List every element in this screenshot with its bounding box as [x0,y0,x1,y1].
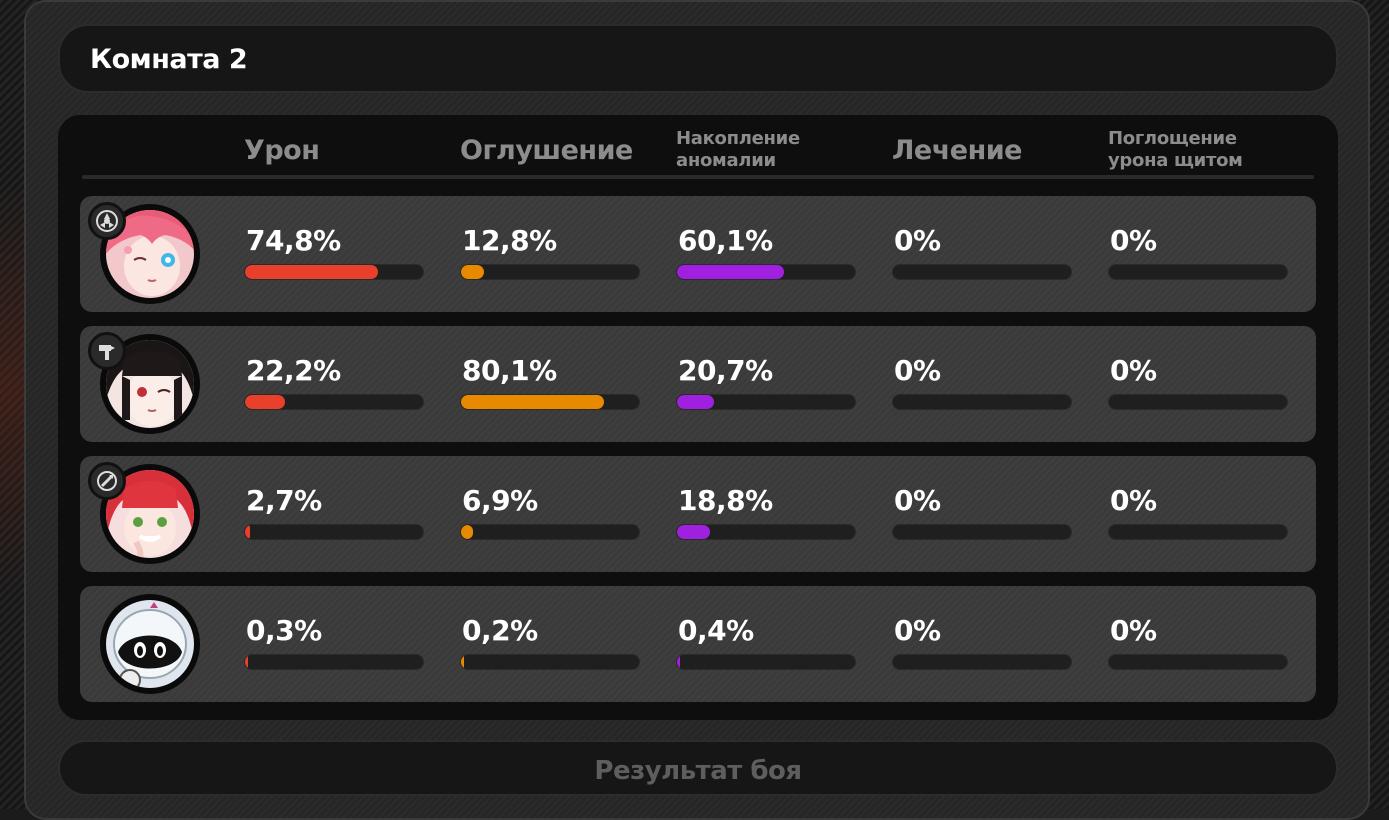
column-header-shield-line1: Поглощение [1108,128,1237,149]
stun-cell: 6,9% [460,456,640,572]
healing-cell: 0% [892,326,1072,442]
stun-bar-fill [461,265,484,279]
shield-bar [1108,524,1288,540]
anomaly-cell: 0,4% [676,586,856,702]
shield-bar [1108,264,1288,280]
anomaly-cell: 20,7% [676,326,856,442]
damage-bar-fill [245,265,379,279]
damage-bar [244,524,424,540]
healing-percent: 0% [894,224,941,257]
stun-percent: 80,1% [462,354,557,387]
shield-percent: 0% [1110,224,1157,257]
healing-cell: 0% [892,456,1072,572]
anomaly-percent: 20,7% [678,354,773,387]
anomaly-bar [676,394,856,410]
table-row: 2,7% 6,9% 18,8% 0% 0% [80,456,1316,572]
shield-bar [1108,654,1288,670]
anomaly-bar [676,264,856,280]
anomaly-bar-fill [677,655,680,669]
damage-bar [244,654,424,670]
support-role-icon [88,462,126,500]
healing-bar [892,264,1072,280]
column-header-shield-line2: урона щитом [1108,150,1243,171]
anomaly-cell: 18,8% [676,456,856,572]
table-row: 0,3% 0,2% 0,4% 0% 0% [80,586,1316,702]
column-header-anomaly-line2: аномалии [676,150,776,171]
column-header-damage: Урон [244,135,320,166]
table-header: Урон Оглушение Накопление аномалии Лечен… [58,115,1338,179]
anomaly-percent: 0,4% [678,614,754,647]
column-header-anomaly-line1: Накопление [676,128,800,149]
healing-bar [892,524,1072,540]
stun-percent: 0,2% [462,614,538,647]
damage-percent: 0,3% [246,614,322,647]
stats-table: Урон Оглушение Накопление аномалии Лечен… [58,115,1338,720]
healing-percent: 0% [894,484,941,517]
stun-bar [460,524,640,540]
damage-cell: 2,7% [244,456,424,572]
title-bar: Комната 2 [58,24,1338,93]
shield-bar [1108,394,1288,410]
healing-cell: 0% [892,586,1072,702]
stun-percent: 6,9% [462,484,538,517]
column-header-shield: Поглощение урона щитом [1108,128,1243,172]
shield-percent: 0% [1110,484,1157,517]
shield-cell: 0% [1108,326,1288,442]
anomaly-bar-fill [677,395,714,409]
stun-bar [460,264,640,280]
shield-cell: 0% [1108,196,1288,312]
stun-bar [460,654,640,670]
healing-percent: 0% [894,354,941,387]
stun-bar-fill [461,655,464,669]
healing-percent: 0% [894,614,941,647]
healing-bar [892,394,1072,410]
column-header-healing: Лечение [892,135,1022,166]
stun-cell: 80,1% [460,326,640,442]
damage-bar-fill [245,655,248,669]
stun-bar-fill [461,395,604,409]
table-row: 22,2% 80,1% 20,7% 0% 0% [80,326,1316,442]
stun-cell: 12,8% [460,196,640,312]
damage-cell: 0,3% [244,586,424,702]
shield-percent: 0% [1110,354,1157,387]
bangboo-robot-avatar-icon[interactable] [100,594,200,694]
damage-bar [244,264,424,280]
shield-cell: 0% [1108,456,1288,572]
damage-percent: 74,8% [246,224,341,257]
table-row: 74,8% 12,8% 60,1% 0% 0% [80,196,1316,312]
healing-bar [892,654,1072,670]
column-header-anomaly: Накопление аномалии [676,128,800,172]
anomaly-bar-fill [677,525,711,539]
healing-cell: 0% [892,196,1072,312]
stun-percent: 12,8% [462,224,557,257]
damage-cell: 74,8% [244,196,424,312]
background-glow [0,180,24,600]
anomaly-bar-fill [677,265,784,279]
damage-percent: 2,7% [246,484,322,517]
anomaly-bar [676,654,856,670]
anomaly-cell: 60,1% [676,196,856,312]
stun-role-icon [88,332,126,370]
damage-bar [244,394,424,410]
anomaly-percent: 60,1% [678,224,773,257]
shield-cell: 0% [1108,586,1288,702]
anomaly-percent: 18,8% [678,484,773,517]
damage-bar-fill [245,525,250,539]
anomaly-bar [676,524,856,540]
damage-percent: 22,2% [246,354,341,387]
stun-bar [460,394,640,410]
battle-result-label: Результат боя [594,756,802,786]
stun-bar-fill [461,525,474,539]
stun-cell: 0,2% [460,586,640,702]
anomaly-role-icon [88,202,126,240]
room-title: Комната 2 [90,44,248,75]
header-divider [82,175,1314,179]
shield-percent: 0% [1110,614,1157,647]
black-haired-agent-avatar-icon[interactable] [100,334,200,434]
column-header-stun: Оглушение [460,135,633,166]
damage-bar-fill [245,395,285,409]
battle-result-button[interactable]: Результат боя [58,740,1338,796]
damage-cell: 22,2% [244,326,424,442]
